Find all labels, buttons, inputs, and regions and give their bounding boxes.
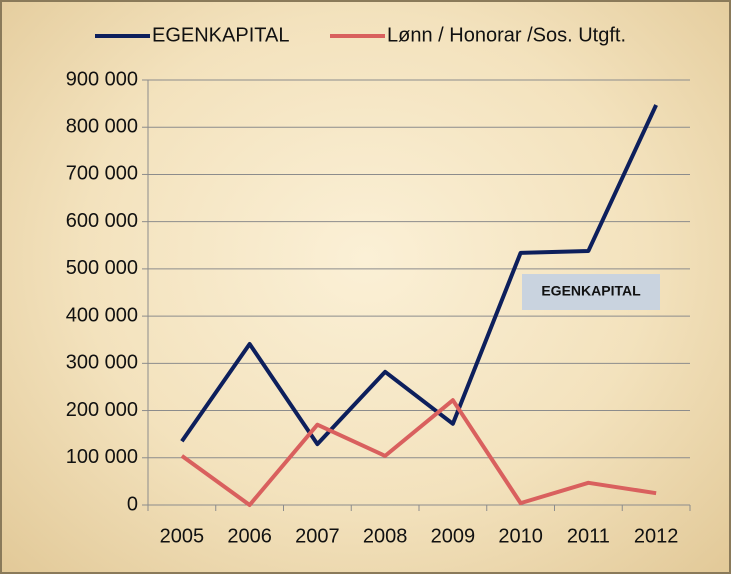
- y-tick-label: 100 000: [66, 446, 138, 468]
- y-tick-label: 900 000: [66, 68, 138, 90]
- y-tick-label: 500 000: [66, 257, 138, 279]
- series-line: [180, 398, 657, 507]
- y-tick-label: 0: [127, 493, 138, 515]
- annotation: EGENKAPITAL: [541, 283, 641, 299]
- y-tick-label: 700 000: [66, 163, 138, 185]
- x-tick-label: 2010: [498, 525, 543, 547]
- legend-label: EGENKAPITAL: [152, 24, 289, 46]
- x-tick-label: 2008: [363, 525, 408, 547]
- x-tick-label: 2011: [567, 525, 610, 547]
- legend-label: Lønn / Honorar /Sos. Utgft.: [387, 24, 626, 46]
- x-tick-label: 2012: [634, 525, 679, 547]
- series-line: [180, 104, 658, 447]
- annotation-box: [522, 274, 660, 310]
- x-tick-label: 2009: [431, 525, 476, 547]
- x-tick-label: 2005: [160, 525, 205, 547]
- x-tick-label: 2006: [227, 525, 272, 547]
- y-tick-label: 400 000: [66, 304, 138, 326]
- y-tick-label: 800 000: [66, 116, 138, 138]
- y-tick-label: 600 000: [66, 210, 138, 232]
- x-tick-label: 2007: [295, 525, 340, 547]
- y-tick-label: 200 000: [66, 399, 138, 421]
- y-tick-label: 300 000: [66, 352, 138, 374]
